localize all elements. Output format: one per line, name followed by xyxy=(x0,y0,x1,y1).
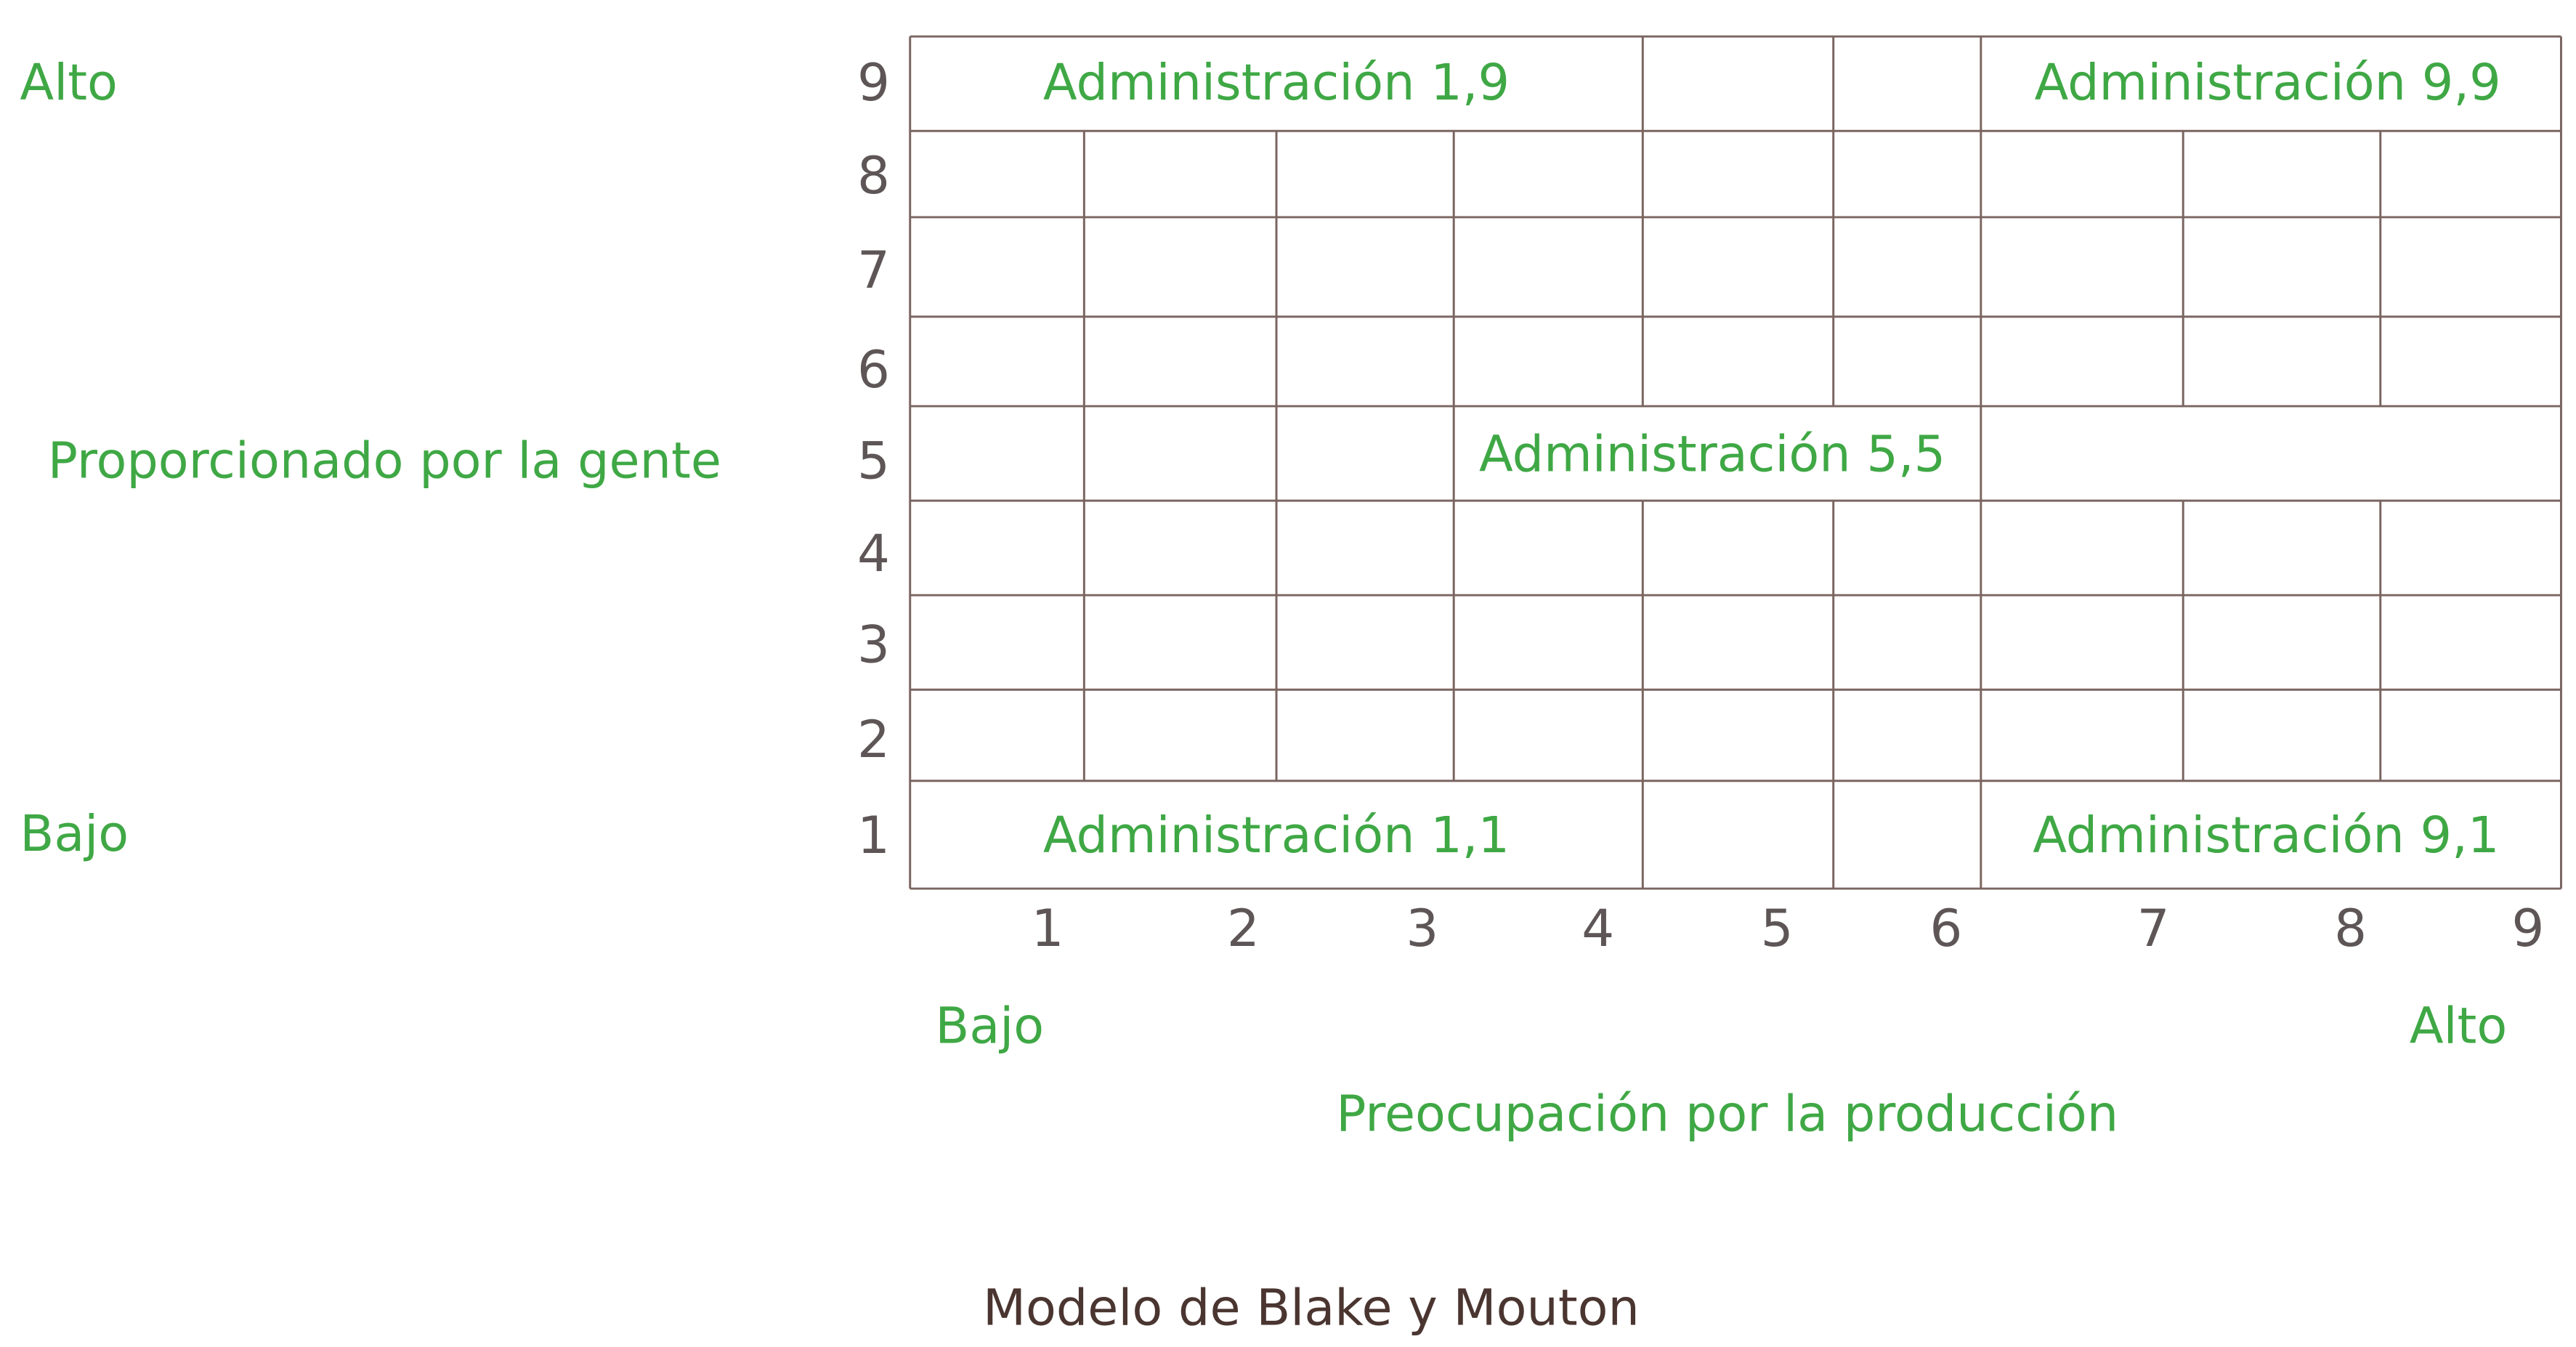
cell-label: Administración 5,5 xyxy=(1479,425,1945,483)
y-low-label: Bajo xyxy=(20,805,129,863)
y-tick-label: 4 xyxy=(857,523,890,583)
cell-label: Administración 9,1 xyxy=(2033,806,2499,865)
y-tick-label: 7 xyxy=(857,240,890,300)
x-tick-label: 1 xyxy=(1032,898,1064,958)
y-tick-label: 1 xyxy=(857,805,890,865)
x-tick-label: 5 xyxy=(1761,898,1794,958)
y-axis-title: Proporcionado por la gente xyxy=(48,432,721,490)
caption: Modelo de Blake y Mouton xyxy=(983,1279,1640,1337)
cell-label: Administración 9,9 xyxy=(2034,54,2500,112)
y-tick-label: 6 xyxy=(857,339,890,400)
x-high-label: Alto xyxy=(2410,998,2508,1056)
x-tick-label: 4 xyxy=(1581,898,1614,958)
x-tick-label: 8 xyxy=(2334,898,2367,958)
cell-label: Administración 1,9 xyxy=(1043,54,1510,112)
x-tick-label: 2 xyxy=(1227,898,1260,958)
y-tick-label: 8 xyxy=(857,145,890,206)
x-tick-label: 6 xyxy=(1929,898,1962,958)
x-tick-label: 3 xyxy=(1406,898,1438,958)
y-tick-label: 2 xyxy=(857,709,890,769)
y-tick-label: 9 xyxy=(857,52,890,113)
grid xyxy=(909,35,2562,890)
cell-label: Administración 1,1 xyxy=(1043,806,1510,865)
x-tick-label: 9 xyxy=(2511,898,2544,958)
x-tick-label: 7 xyxy=(2137,898,2170,958)
x-low-label: Bajo xyxy=(935,998,1044,1056)
x-axis-title: Preocupación por la producción xyxy=(1336,1085,2118,1144)
y-tick-label: 3 xyxy=(857,615,890,675)
y-tick-label: 5 xyxy=(857,430,890,490)
y-high-label: Alto xyxy=(20,54,118,112)
